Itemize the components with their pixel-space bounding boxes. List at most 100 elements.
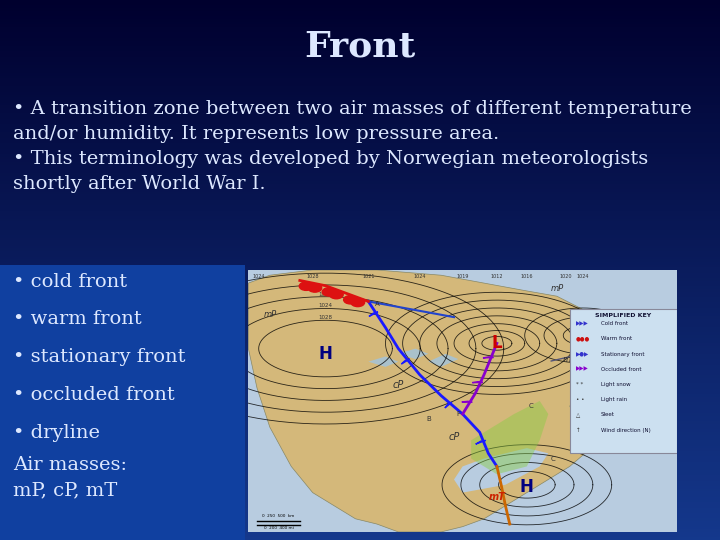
Bar — [0, 348, 720, 351]
Bar — [0, 243, 720, 246]
Bar — [0, 19, 720, 22]
Text: • A transition zone between two air masses of different temperature
and/or humid: • A transition zone between two air mass… — [13, 100, 692, 193]
Text: • cold front: • cold front — [13, 273, 127, 291]
Text: Air masses:
mP, cP, mT: Air masses: mP, cP, mT — [13, 456, 127, 500]
Bar — [0, 138, 720, 140]
Bar — [0, 5, 720, 8]
Bar — [0, 310, 720, 313]
Bar — [0, 165, 720, 167]
Bar — [0, 427, 720, 429]
Bar — [0, 70, 720, 73]
Bar — [0, 170, 720, 173]
Bar — [0, 470, 720, 472]
Bar — [0, 54, 720, 57]
Bar — [0, 57, 720, 59]
Bar — [0, 313, 720, 316]
Bar — [0, 359, 720, 362]
Bar — [0, 329, 720, 332]
Bar — [0, 351, 720, 354]
Bar — [0, 184, 720, 186]
Bar — [0, 202, 720, 205]
Bar — [0, 16, 720, 19]
Bar — [0, 240, 720, 243]
Bar — [0, 151, 720, 154]
Bar — [0, 478, 720, 481]
Bar — [0, 483, 720, 486]
Bar — [0, 62, 720, 65]
Bar — [0, 113, 720, 116]
Bar — [0, 284, 720, 286]
Bar — [0, 302, 720, 305]
Bar — [0, 446, 720, 448]
Bar — [0, 132, 720, 135]
Bar — [0, 119, 720, 122]
Bar — [0, 392, 720, 394]
Bar — [0, 273, 720, 275]
Bar — [0, 381, 720, 383]
Bar — [0, 513, 720, 516]
Bar — [0, 456, 720, 459]
Bar — [0, 494, 720, 497]
Bar — [0, 454, 720, 456]
Bar — [0, 518, 720, 521]
Bar — [0, 410, 720, 413]
Bar — [0, 491, 720, 494]
Bar — [0, 124, 720, 127]
Bar — [0, 92, 720, 94]
Bar — [0, 230, 720, 232]
Bar — [0, 154, 720, 157]
Bar — [0, 521, 720, 524]
Bar — [0, 248, 720, 251]
Bar — [0, 221, 720, 224]
Bar — [0, 335, 720, 338]
Bar — [0, 281, 720, 284]
Bar — [0, 437, 720, 440]
Bar — [0, 383, 720, 386]
Bar — [0, 338, 720, 340]
Bar — [0, 286, 720, 289]
Bar — [0, 292, 720, 294]
Text: • occluded front: • occluded front — [13, 386, 175, 404]
Bar — [0, 43, 720, 46]
Bar — [0, 216, 720, 219]
Bar — [0, 324, 720, 327]
Bar — [0, 78, 720, 81]
Bar — [0, 116, 720, 119]
Bar — [0, 159, 720, 162]
Bar — [0, 300, 720, 302]
Bar — [0, 532, 720, 535]
Bar — [0, 89, 720, 92]
Bar — [0, 176, 720, 178]
Bar — [0, 400, 720, 402]
Bar — [0, 413, 720, 416]
Bar — [0, 148, 720, 151]
Bar — [0, 397, 720, 400]
Bar — [0, 27, 720, 30]
Bar — [0, 510, 720, 513]
Bar — [0, 192, 720, 194]
Bar — [0, 235, 720, 238]
Bar — [0, 213, 720, 216]
Bar — [0, 362, 720, 364]
Bar — [0, 443, 720, 445]
Bar — [0, 462, 720, 464]
Bar — [0, 375, 720, 378]
Bar — [0, 435, 720, 437]
Bar — [0, 81, 720, 84]
Bar — [0, 265, 720, 267]
Bar — [0, 3, 720, 5]
Bar — [0, 464, 720, 467]
Bar — [0, 46, 720, 49]
Bar — [0, 524, 720, 526]
Bar — [0, 535, 720, 537]
Bar — [0, 405, 720, 408]
Bar — [0, 68, 720, 70]
Bar — [0, 59, 720, 62]
Bar — [0, 38, 720, 40]
Bar — [0, 489, 720, 491]
Bar — [0, 386, 720, 389]
Bar — [0, 143, 720, 146]
Bar — [0, 111, 720, 113]
Bar — [0, 289, 720, 292]
Bar — [0, 205, 720, 208]
